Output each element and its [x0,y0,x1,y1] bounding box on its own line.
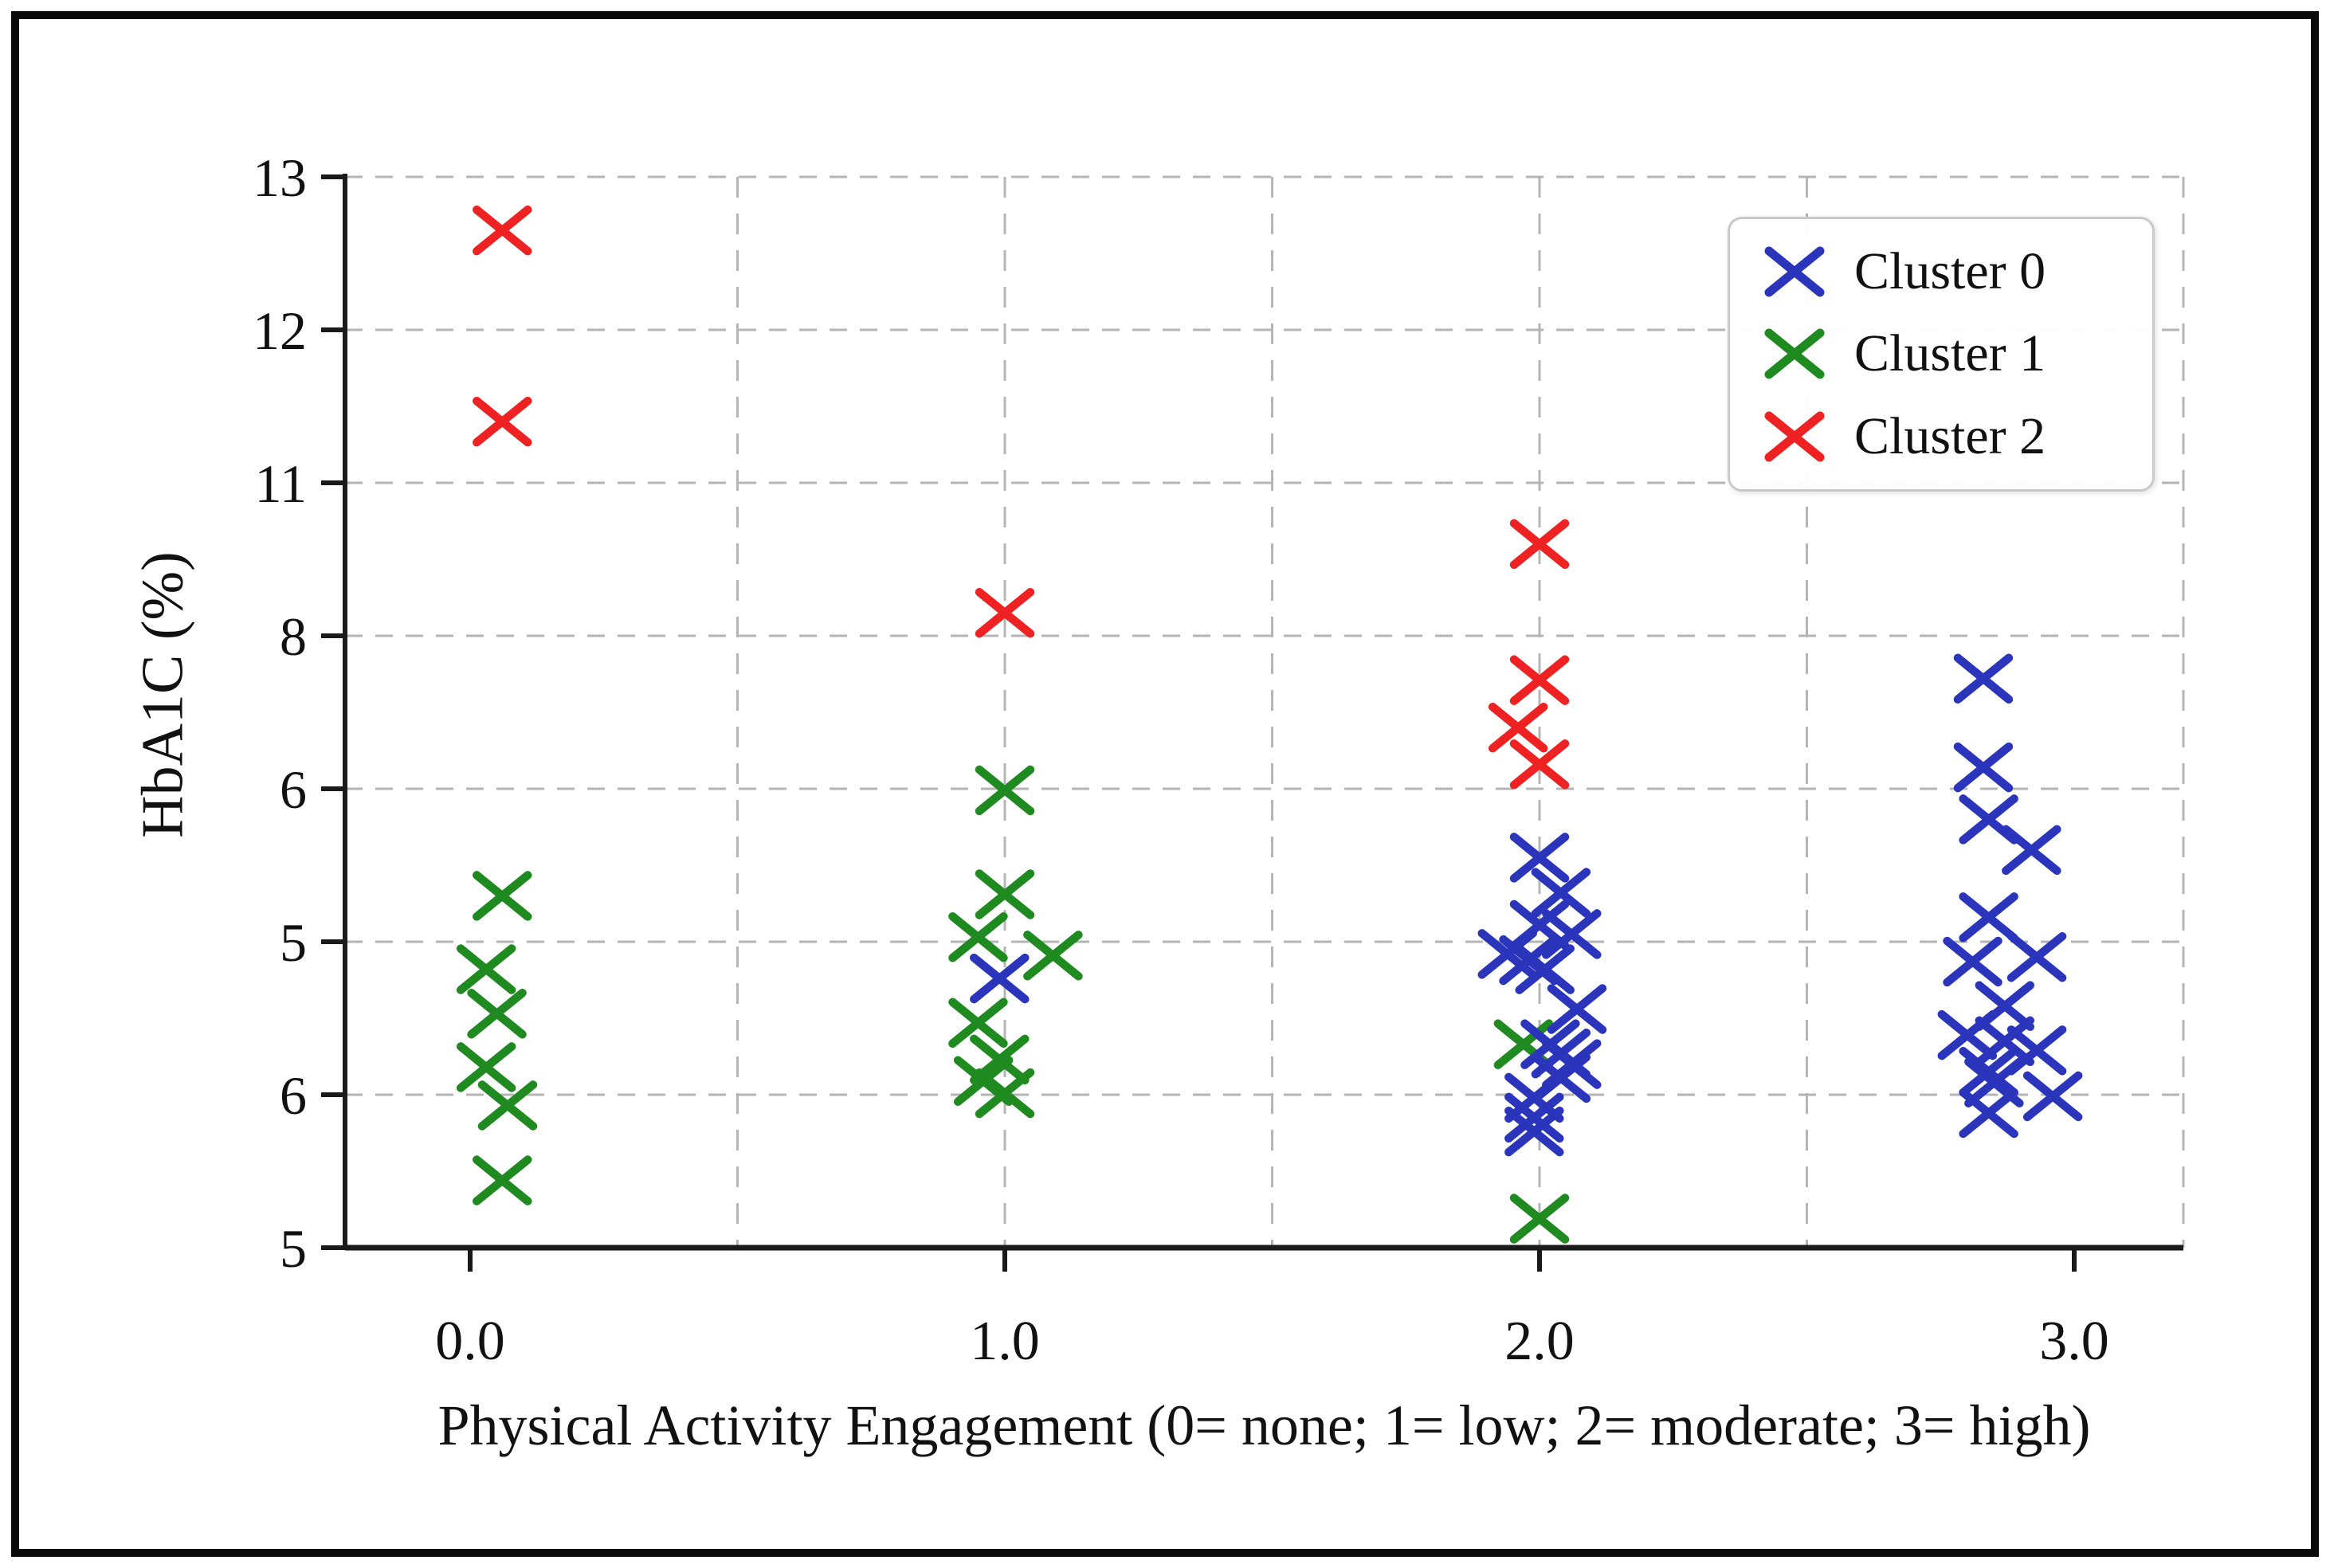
y-tick-label: 6 [280,1065,307,1126]
data-point-cluster-1 [467,988,527,1039]
legend: Cluster 0 Cluster 1 Cluster 2 [1728,217,2155,492]
data-point-cluster-0 [1504,1092,1564,1143]
legend-label-cluster-1: Cluster 1 [1854,324,2046,383]
data-point-cluster-1 [477,1080,538,1131]
data-point-cluster-2 [473,396,532,447]
data-point-cluster-0 [1959,892,2018,943]
x-tick-label: 3.0 [2039,1311,2109,1372]
data-point-cluster-2 [1509,739,1570,790]
data-point-cluster-0 [2002,825,2061,876]
data-point-cluster-1 [473,1155,532,1205]
legend-item-cluster-0: Cluster 0 [1738,240,2144,304]
cluster-0-legend-marker [1764,246,1825,297]
data-point-cluster-1 [1509,1194,1570,1244]
legend-label-cluster-2: Cluster 2 [1854,407,2046,466]
data-point-cluster-0 [1975,1016,2035,1067]
data-point-cluster-0 [1504,1072,1564,1123]
y-tick-label: 5 [280,912,307,973]
y-tick-label: 8 [280,606,307,667]
data-point-cluster-2 [473,205,532,256]
data-point-cluster-1 [975,1068,1035,1119]
data-point-cluster-0 [1943,936,2002,987]
data-point-cluster-0 [1953,653,2014,704]
data-point-cluster-1 [456,944,516,994]
data-point-cluster-0 [1953,742,2014,793]
data-point-cluster-0 [970,953,1030,1004]
cluster-1-legend-marker [1764,328,1825,379]
data-point-cluster-1 [975,869,1035,919]
x-tick-label: 2.0 [1504,1311,1575,1372]
x-tick-label: 0.0 [435,1311,505,1372]
y-tick-label: 13 [253,147,307,208]
legend-label-cluster-0: Cluster 0 [1854,241,2046,300]
data-point-cluster-0 [1547,984,1607,1034]
data-point-cluster-0 [1509,833,1570,883]
data-point-cluster-2 [1509,519,1570,570]
data-point-cluster-2 [1488,702,1548,753]
data-point-cluster-1 [473,871,532,921]
x-tick-label: 1.0 [970,1311,1040,1372]
data-point-cluster-0 [1959,1088,2018,1139]
y-tick-label: 11 [255,453,307,514]
data-point-cluster-1 [975,765,1035,816]
data-point-cluster-0 [1542,909,1602,959]
y-axis-label: HbA1C (%) [130,551,196,838]
y-tick-label: 12 [253,300,307,361]
data-point-cluster-0 [1959,1046,2018,1097]
legend-item-cluster-1: Cluster 1 [1738,322,2144,386]
data-point-cluster-0 [1515,944,1575,994]
legend-item-cluster-2: Cluster 2 [1738,405,2144,468]
data-point-cluster-1 [1023,931,1083,981]
y-tick-label: 6 [280,759,307,820]
y-tick-label: 5 [280,1218,307,1279]
data-point-cluster-0 [2022,1071,2083,1122]
data-point-cluster-1 [456,1042,516,1092]
data-point-cluster-2 [1509,655,1570,705]
data-point-cluster-1 [948,998,1008,1049]
data-point-cluster-2 [975,587,1035,638]
cluster-2-legend-marker [1764,411,1825,462]
data-point-cluster-0 [1531,868,1591,918]
data-point-cluster-0 [2006,931,2067,982]
data-point-cluster-1 [948,911,1008,962]
x-axis-label: Physical Activity Engagement (0= none; 1… [437,1394,2091,1457]
data-point-cluster-0 [1504,1106,1564,1157]
